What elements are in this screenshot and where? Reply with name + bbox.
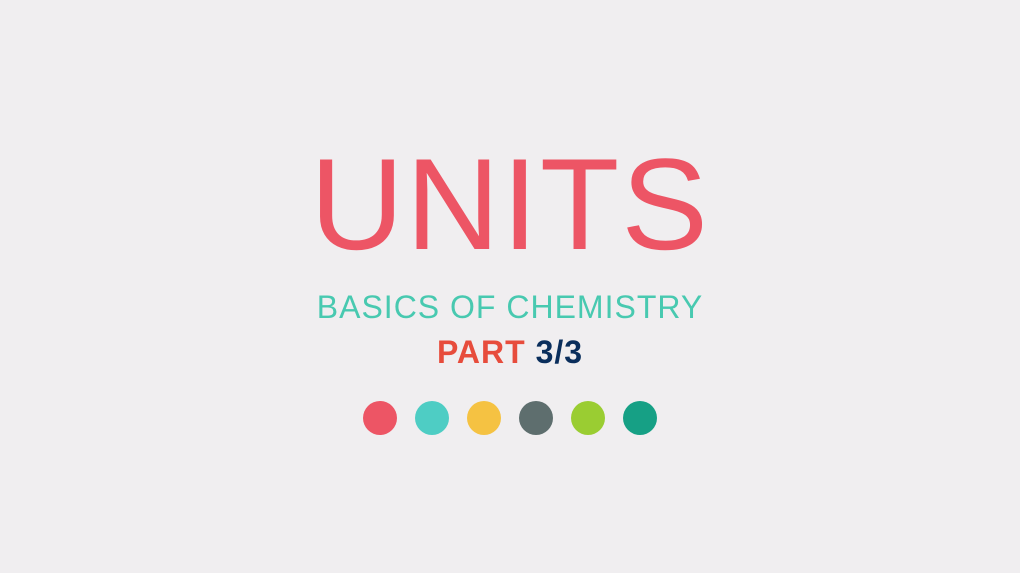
page-title: UNITS xyxy=(310,139,710,269)
dot-icon xyxy=(467,401,501,435)
dot-icon xyxy=(363,401,397,435)
part-label: PART xyxy=(437,334,526,370)
part-fraction: 3/3 xyxy=(526,334,583,370)
dot-icon xyxy=(623,401,657,435)
subtitle: BASICS OF CHEMISTRY xyxy=(317,289,703,326)
part-indicator: PART 3/3 xyxy=(437,334,583,371)
dot-icon xyxy=(519,401,553,435)
dot-icon xyxy=(571,401,605,435)
dot-icon xyxy=(415,401,449,435)
dot-row xyxy=(363,401,657,435)
